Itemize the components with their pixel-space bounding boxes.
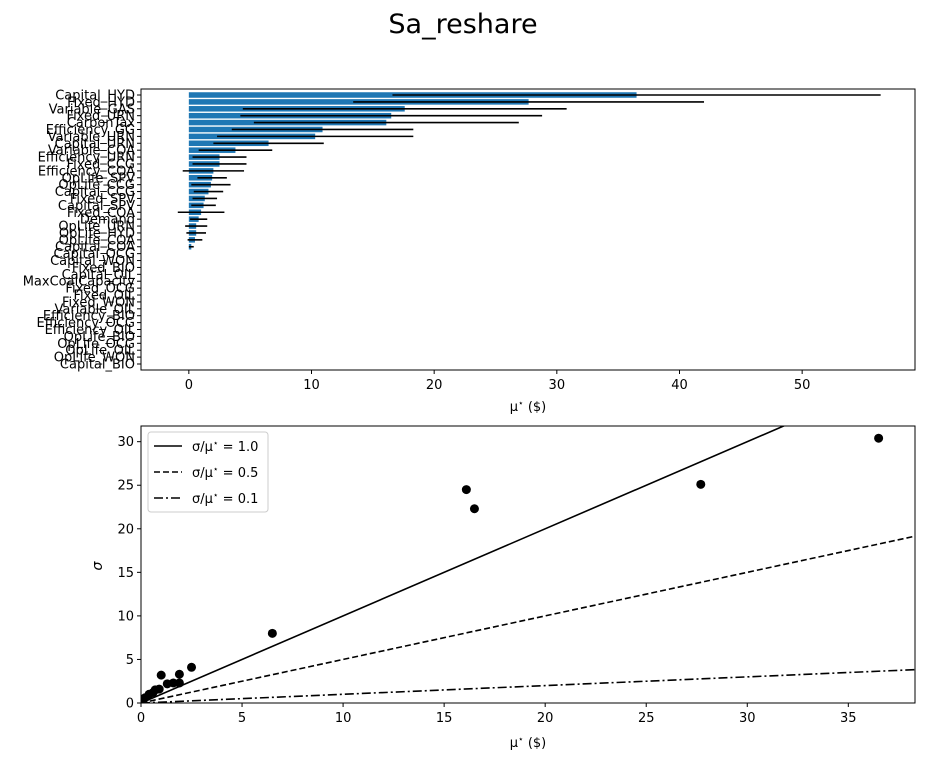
y-tick-label: Fixed_OIL — [74, 289, 136, 304]
y-tick-label: Variable_URN — [48, 130, 135, 145]
y-tick-label: Demand — [80, 213, 135, 228]
y-tick-label: 5 — [126, 653, 134, 668]
y-tick-label: OpLife_HYD — [59, 226, 135, 241]
y-tick-label: Fixed_COA — [67, 206, 135, 221]
y-tick-label: Efficiency_OIL — [45, 323, 136, 338]
y-tick-label: Capital_HYD — [55, 89, 135, 104]
y-tick-label: 15 — [117, 566, 134, 581]
legend-label-2: σ/μ⋆ = 0.1 — [192, 491, 258, 507]
x-axis-label: μ⋆ ($) — [510, 735, 546, 751]
scatter-point — [469, 504, 479, 514]
legend-label-1: σ/μ⋆ = 0.5 — [192, 465, 258, 481]
y-tick-label: Variable_COA — [48, 144, 135, 159]
y-tick-label: 25 — [117, 479, 134, 494]
y-tick-label: Fixed_WON — [62, 295, 135, 310]
x-tick-label: 30 — [549, 378, 566, 393]
y-tick-label: Capital_COA — [55, 240, 135, 255]
y-tick-label: OpLife_URN — [58, 220, 135, 235]
scatter-point — [156, 670, 166, 680]
x-tick-label: 0 — [185, 378, 193, 393]
y-tick-label: OpLife_WON — [54, 351, 135, 366]
y-tick-label: MaxCoalCapacity — [23, 275, 136, 290]
scatter-point — [174, 669, 184, 679]
axes-frame — [140, 88, 916, 371]
y-tick-label: Capital_WON — [50, 254, 135, 269]
y-tick-label: Efficiency_GG — [46, 123, 135, 138]
y-tick-label: OpLife_SPV — [62, 171, 136, 186]
x-tick-label: 10 — [335, 711, 352, 726]
reference-line-0 — [141, 426, 786, 703]
x-tick-label: 5 — [238, 711, 246, 726]
y-tick-label: Capital_SPV — [58, 199, 135, 214]
y-tick-label: 10 — [117, 609, 134, 624]
y-tick-label: OpLife_COA — [59, 233, 135, 248]
x-tick-label: 0 — [137, 711, 145, 726]
y-tick-label: Capital_URN — [55, 137, 135, 152]
figure-title: Sa_reshare — [388, 9, 537, 40]
scatter-point — [874, 433, 884, 443]
y-tick-label: CarbonTax — [67, 116, 136, 131]
y-tick-label: Fixed_OCG — [65, 282, 135, 297]
x-tick-label: 15 — [436, 711, 453, 726]
y-tick-label: 0 — [126, 697, 134, 712]
y-tick-label: Capital_CCG — [55, 185, 135, 200]
scatter-chart-panel: 0 5 10 15 20 25 30 35 0 5 10 15 20 25 30 μ⋆ ($) σ σ/μ⋆ = … — [90, 425, 916, 751]
axes-frame — [140, 425, 916, 704]
scatter-point — [187, 662, 197, 672]
y-tick-label: Fixed_BIO — [72, 261, 135, 276]
y-tick-label: OpLife_OCG — [57, 337, 135, 352]
y-tick-label: Efficiency_BIO — [43, 309, 135, 324]
y-tick-label: Fixed_SPV — [70, 192, 135, 207]
scatter-point — [267, 628, 277, 638]
bar-chart-panel: Capital_HYDFixed_HYDVariable_GASFixed_UR… — [23, 88, 916, 415]
y-tick-label: Efficiency_OCG — [36, 316, 135, 331]
scatter-point — [141, 696, 147, 703]
x-tick-label: 10 — [303, 378, 320, 393]
x-tick-label: 25 — [638, 711, 655, 726]
reference-line-2 — [141, 668, 915, 703]
y-tick-label: Capital_BIO — [60, 358, 135, 373]
y-tick-label: Fixed_CCG — [67, 157, 135, 172]
scatter-point — [461, 485, 471, 495]
legend-box — [147, 431, 269, 513]
y-tick-label: Capital_OIL — [62, 268, 136, 283]
x-tick-label: 40 — [671, 378, 688, 393]
y-tick-label: 30 — [117, 435, 134, 450]
y-tick-label: Capital_OCG — [54, 247, 135, 262]
x-tick-label: 35 — [840, 711, 857, 726]
reference-line-1 — [141, 535, 915, 703]
x-axis-label: μ⋆ ($) — [510, 399, 546, 415]
legend: σ/μ⋆ = 1.0 σ/μ⋆ = 0.5 σ/μ⋆ = 0.1 — [147, 431, 269, 513]
y-tick-label: 20 — [117, 522, 134, 537]
x-tick-label: 20 — [426, 378, 443, 393]
y-tick-label: Variable_GAS — [49, 102, 135, 117]
y-tick-label: Fixed_URN — [67, 109, 135, 124]
y-tick-label: OpLife_CCG — [58, 178, 135, 193]
y-tick-label: Efficiency_COA — [38, 164, 135, 179]
scatter-point — [174, 678, 184, 688]
x-tick-label: 20 — [537, 711, 554, 726]
x-tick-label: 50 — [794, 378, 811, 393]
legend-label-0: σ/μ⋆ = 1.0 — [192, 439, 258, 455]
scatter-point — [162, 679, 172, 689]
y-tick-label: Variable_OIL — [55, 302, 136, 317]
scatter-point — [696, 479, 706, 489]
x-tick-label: 30 — [739, 711, 756, 726]
y-tick-label: Fixed_HYD — [67, 95, 135, 110]
y-tick-label: OpLife_OIL — [65, 344, 135, 359]
y-tick-label: Efficiency_URN — [38, 151, 135, 166]
y-tick-label: OpLife_BIO — [64, 330, 135, 345]
y-axis-label: σ — [90, 560, 106, 570]
